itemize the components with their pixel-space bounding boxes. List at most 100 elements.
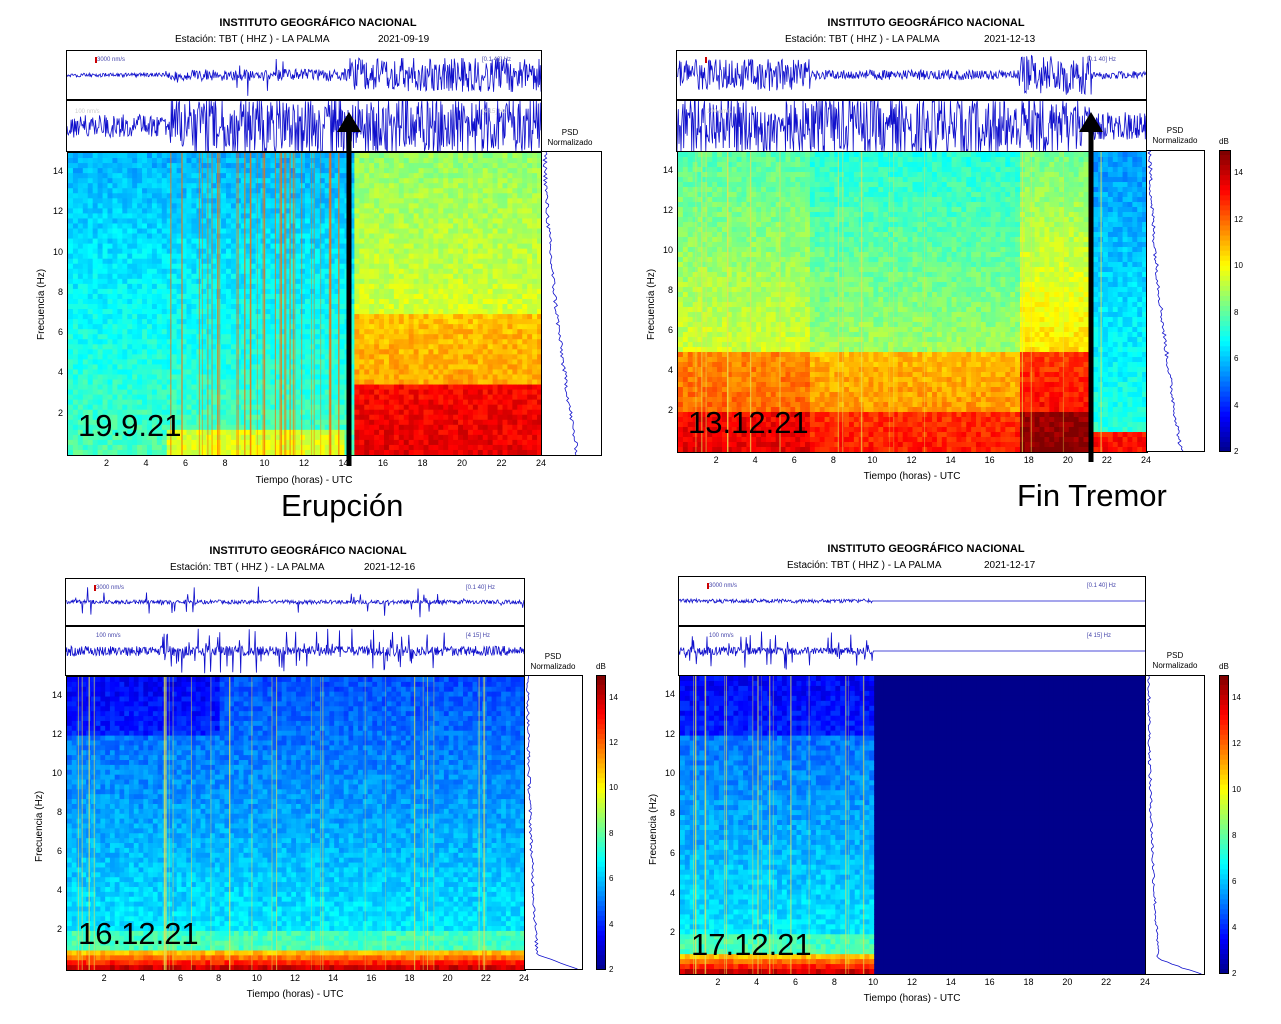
spectrogram-cell <box>206 268 212 275</box>
spectrogram-cell <box>112 319 118 325</box>
spectrogram-cell <box>191 168 197 174</box>
spectrogram-cell <box>235 304 242 310</box>
spectrogram-cell <box>250 359 257 365</box>
spectrogram-cell <box>72 439 79 446</box>
spectrogram-cell <box>354 208 360 214</box>
spectrogram-cell <box>379 309 385 315</box>
spectrogram-cell <box>364 349 370 355</box>
spectrogram-cell <box>448 429 454 436</box>
spectrogram-cell <box>221 419 227 426</box>
spectrogram-cell <box>463 223 469 230</box>
spectrogram-cell <box>107 253 114 260</box>
spectrogram-cell <box>433 288 439 295</box>
spectrogram-cell <box>245 288 252 295</box>
spectrogram-cell <box>265 379 272 386</box>
spectrogram-cell <box>453 304 459 310</box>
spectrogram-cell <box>142 339 148 345</box>
spectrogram-cell <box>122 444 128 451</box>
spectrogram-cell <box>221 429 227 436</box>
spectrogram-cell <box>181 198 188 204</box>
spectrogram-cell <box>413 263 420 270</box>
spectrogram-cell <box>319 399 326 406</box>
spectrogram-cell <box>161 319 168 325</box>
spectrogram-cell <box>295 178 301 184</box>
spectrogram-cell <box>384 384 390 391</box>
spectrogram-cell <box>235 153 242 159</box>
spectrogram-cell <box>97 298 104 305</box>
spectrogram-cell <box>206 253 212 260</box>
spectrogram-cell <box>166 278 173 285</box>
spectrogram-cell <box>132 319 138 325</box>
spectrogram-cell <box>398 394 405 401</box>
spectrogram-cell <box>275 283 281 290</box>
spectrogram-cell <box>467 369 474 376</box>
spectrogram-cell <box>413 178 420 184</box>
spectrogram-cell <box>92 183 99 189</box>
spectrogram-cell <box>191 238 197 245</box>
spectrogram-cell <box>92 163 99 169</box>
spectrogram-cell <box>147 168 153 174</box>
spectrogram-cell <box>359 329 365 335</box>
spectrogram-cell <box>142 218 148 225</box>
spectrogram-cell <box>166 314 173 320</box>
spectrogram-cell <box>463 193 469 199</box>
spectrogram-cell <box>339 324 346 330</box>
spectrogram-cell <box>280 334 286 340</box>
spectrogram-cell <box>221 304 227 310</box>
spectrogram-cell <box>72 324 79 330</box>
spectrogram-cell <box>408 298 415 305</box>
spectrogram-cell <box>250 168 257 174</box>
spectrogram-cell <box>77 233 84 240</box>
spectrogram-cell <box>319 263 326 270</box>
spectrogram-cell <box>423 339 430 345</box>
spectrogram-cell <box>324 243 331 250</box>
spectrogram-cell <box>151 238 158 245</box>
spectrogram-cell <box>137 409 143 416</box>
spectrogram-cell <box>344 278 351 285</box>
spectrogram-cell <box>142 158 148 164</box>
spectrogram-cell <box>300 183 306 189</box>
spectrogram-cell <box>369 283 375 290</box>
spectrogram-cell <box>132 278 138 285</box>
spectrogram-cell <box>448 298 454 305</box>
spectrogram-cell <box>235 158 242 164</box>
spectrogram-cell <box>147 384 153 391</box>
spectrogram-cell <box>309 293 316 300</box>
spectrogram-cell <box>77 153 84 159</box>
spectrogram-cell <box>68 278 74 285</box>
spectrogram-cell <box>403 193 410 199</box>
spectrogram-cell <box>329 424 336 431</box>
spectrogram-cell <box>280 324 286 330</box>
spectrogram-cell <box>314 213 321 220</box>
spectrogram-cell <box>379 268 385 275</box>
spectrogram-cell <box>137 258 143 265</box>
spectrogram-cell <box>309 298 316 305</box>
spectrogram-cell <box>260 374 267 381</box>
spectrogram-cell <box>211 339 217 345</box>
spectrogram-cell <box>211 394 217 401</box>
spectrogram-cell <box>82 394 89 401</box>
spectrogram-cell <box>117 228 123 235</box>
spectrogram-cell <box>156 298 163 305</box>
spectrogram-cell <box>235 268 242 275</box>
spectrogram-cell <box>235 379 242 386</box>
spectrogram-cell <box>275 263 281 270</box>
spectrogram-cell <box>393 409 400 416</box>
spectrogram-cell <box>388 314 395 320</box>
spectrogram-cell <box>403 168 410 174</box>
spectrogram-cell <box>329 293 336 300</box>
spectrogram-cell <box>364 273 370 280</box>
spectrogram-cell <box>132 409 138 416</box>
spectrogram-cell <box>423 228 430 235</box>
spectrogram-cell <box>142 228 148 235</box>
spectrogram-cell <box>265 374 272 381</box>
spectrogram-cell <box>418 319 425 325</box>
spectrogram-cell <box>280 223 286 230</box>
spectrogram-cell <box>364 193 370 199</box>
spectrogram-cell <box>463 198 469 204</box>
spectrogram-cell <box>87 354 94 360</box>
spectrogram-cell <box>403 404 410 411</box>
spectrogram-cell <box>230 374 237 381</box>
spectrogram-cell <box>147 309 153 315</box>
spectrogram-cell <box>339 233 346 240</box>
